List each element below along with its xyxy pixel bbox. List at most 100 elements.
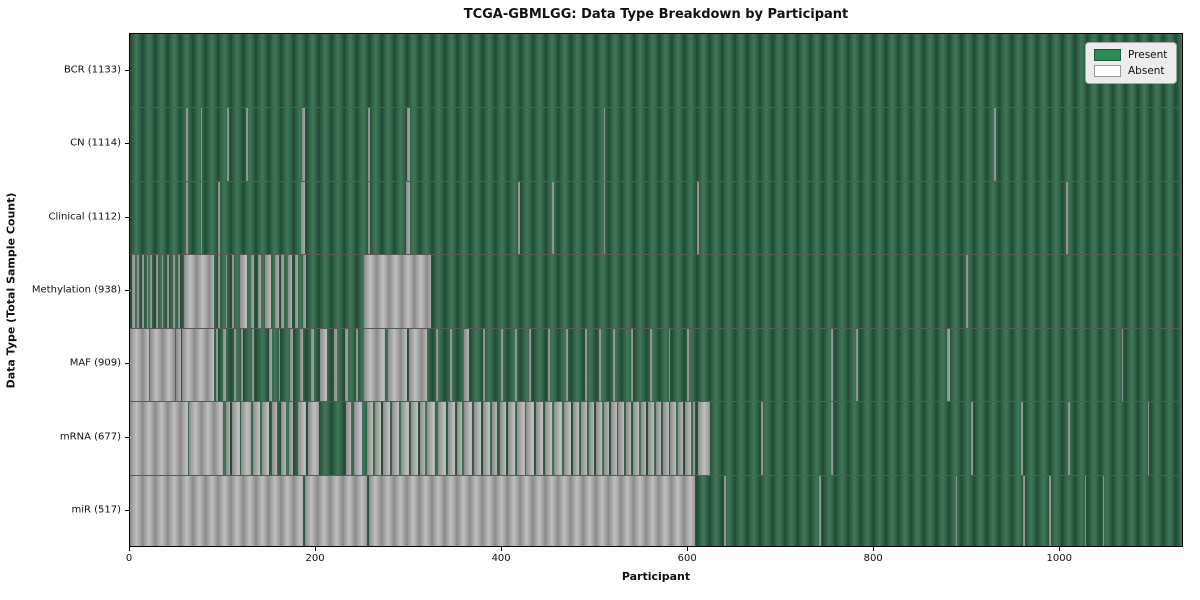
absent-bars (355, 328, 359, 402)
x-tick-mark (501, 547, 503, 551)
absent-bars (517, 402, 525, 475)
absent-bars (241, 402, 251, 475)
absent-bars (818, 475, 821, 546)
absent-bars (464, 402, 472, 475)
absent-bars (405, 181, 411, 255)
absent-bars (288, 402, 294, 475)
absent-bars (554, 402, 562, 475)
absent-bars (473, 402, 481, 475)
x-axis-title: Participant (621, 570, 691, 583)
y-tick-mark (125, 363, 129, 365)
absent-bars (610, 402, 617, 475)
absent-bars (225, 402, 231, 475)
absent-bars (993, 108, 997, 181)
absent-bars (501, 328, 504, 402)
x-tick-label-1000: 1000 (1046, 553, 1072, 564)
legend-entry-absent: Absent (1094, 65, 1168, 77)
y-tick-mark (125, 436, 129, 438)
y-tick-mark (125, 290, 129, 291)
y-tick-label-CN: CN (1114) (70, 137, 121, 149)
absent-bars (698, 402, 711, 475)
absent-bars (232, 255, 234, 328)
absent-bars (631, 328, 634, 402)
absent-bars (670, 402, 676, 475)
absent-bars (142, 255, 144, 328)
absent-bars (218, 255, 221, 328)
absent-bars (278, 328, 281, 402)
absent-bars (345, 328, 349, 402)
absent-bars (411, 402, 418, 475)
absent-bars (685, 402, 691, 475)
x-tick-label-0: 0 (125, 553, 133, 564)
absent-bars (388, 328, 407, 402)
absent-bars (295, 255, 299, 328)
absent-bars (216, 328, 219, 402)
x-tick-mark (873, 547, 875, 551)
absent-bars (409, 328, 428, 402)
absent-bars (572, 402, 580, 475)
absent-bars (298, 402, 307, 475)
absent-bars (130, 402, 188, 475)
absent-bars (697, 181, 700, 255)
absent-bars (150, 255, 153, 328)
absent-bars (363, 255, 431, 328)
absent-bars (189, 402, 223, 475)
y-tick-label-miR: miR (517) (71, 504, 121, 516)
absent-bars (334, 328, 338, 402)
data-row-BCR (130, 34, 1182, 108)
legend-present-label: Present (1128, 49, 1168, 61)
absent-bars (299, 328, 303, 402)
absent-bars (183, 255, 214, 328)
absent-bars (302, 255, 307, 328)
absent-bars (492, 402, 497, 475)
absent-bars (482, 402, 491, 475)
absent-bars (367, 181, 370, 255)
y-tick-label-Clinical: Clinical (1112) (48, 211, 122, 223)
absent-bars (640, 402, 647, 475)
absent-bars (662, 402, 669, 475)
absent-bars (258, 255, 261, 328)
absent-bars (181, 328, 214, 402)
absent-bars (367, 108, 370, 181)
absent-bars (633, 402, 639, 475)
absent-bars (419, 402, 426, 475)
absent-bars (240, 255, 247, 328)
absent-bars (185, 181, 188, 255)
x-tick-mark (1059, 547, 1061, 551)
absent-bars (584, 328, 587, 402)
absent-bars (304, 475, 367, 546)
absent-bars (464, 328, 469, 402)
absent-bars (172, 255, 175, 328)
absent-bars (130, 475, 303, 546)
absent-bars (603, 402, 610, 475)
absent-bars (563, 402, 572, 475)
absent-bars (281, 402, 286, 475)
absent-bars (274, 255, 279, 328)
absent-bars (947, 328, 950, 402)
data-row-Methylation (130, 254, 1182, 328)
absent-bars (178, 255, 181, 328)
x-tick-label-200: 200 (305, 553, 325, 564)
absent-bars (272, 402, 277, 475)
y-tick-label-Methylation: Methylation (938) (31, 284, 121, 296)
y-tick-mark (125, 510, 129, 512)
absent-bars (222, 328, 226, 402)
legend-absent-label: Absent (1128, 65, 1165, 77)
y-tick-label-mRNA: mRNA (677) (59, 431, 121, 443)
absent-bars (598, 328, 601, 402)
y-tick-label-BCR: BCR (1133) (63, 64, 121, 76)
absent-bars (515, 328, 518, 402)
absent-bars (438, 402, 446, 475)
plot-area (129, 33, 1183, 547)
absent-bars (264, 255, 272, 328)
y-tick-label-MAF: MAF (909) (69, 357, 121, 369)
absent-bars (200, 108, 203, 181)
data-row-Clinical (130, 180, 1182, 255)
absent-bars (353, 402, 363, 475)
absent-bars (225, 255, 228, 328)
y-tick-mark (125, 143, 129, 145)
absent-bars (167, 255, 169, 328)
absent-bars (261, 402, 270, 475)
absent-bars (588, 402, 595, 475)
absent-bars (301, 108, 306, 181)
